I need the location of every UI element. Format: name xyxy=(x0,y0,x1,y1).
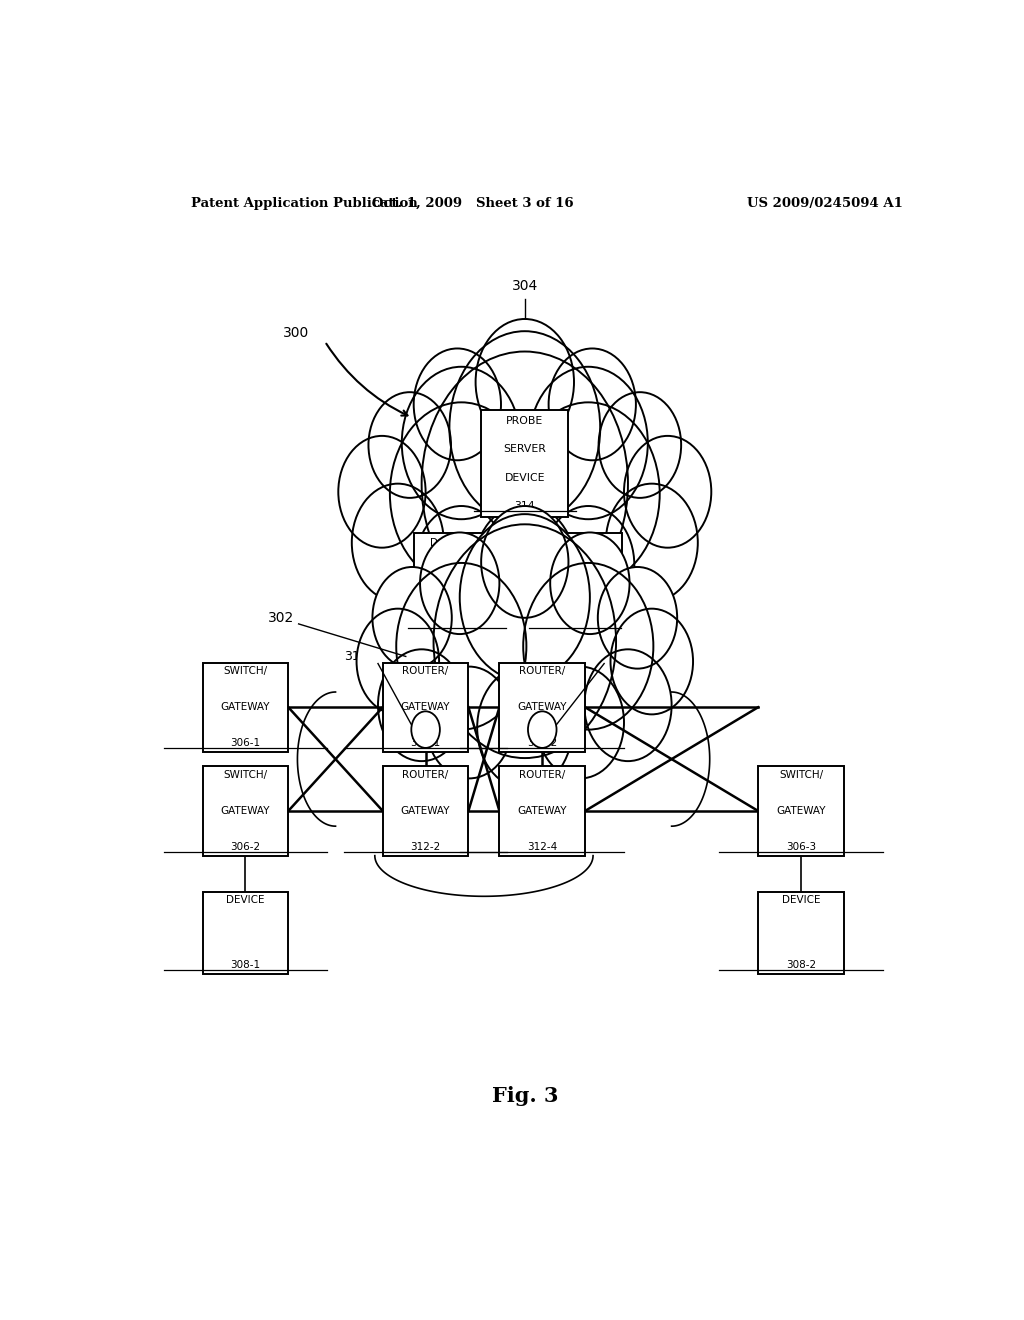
Circle shape xyxy=(433,524,616,758)
Text: 312-2: 312-2 xyxy=(411,842,440,851)
Circle shape xyxy=(537,667,624,779)
Text: 306-3: 306-3 xyxy=(785,842,816,851)
Circle shape xyxy=(599,392,681,498)
Circle shape xyxy=(373,568,452,669)
Circle shape xyxy=(356,609,439,714)
Circle shape xyxy=(414,348,501,461)
Text: 312-1: 312-1 xyxy=(411,738,440,748)
Text: US 2009/0245094 A1: US 2009/0245094 A1 xyxy=(748,197,903,210)
Text: Patent Application Publication: Patent Application Publication xyxy=(191,197,418,210)
Text: 306-1: 306-1 xyxy=(230,738,260,748)
Circle shape xyxy=(401,367,521,519)
FancyBboxPatch shape xyxy=(383,663,468,752)
Circle shape xyxy=(528,711,557,748)
Text: 308-1: 308-1 xyxy=(230,961,260,970)
Text: 316: 316 xyxy=(447,618,467,628)
Circle shape xyxy=(624,436,712,548)
Text: SWITCH/: SWITCH/ xyxy=(223,667,267,676)
Text: ROUTER/: ROUTER/ xyxy=(519,667,565,676)
Circle shape xyxy=(610,609,693,714)
Circle shape xyxy=(396,562,526,730)
FancyBboxPatch shape xyxy=(414,533,501,634)
Text: SWITCH/: SWITCH/ xyxy=(223,770,267,780)
Text: Oct. 1, 2009   Sheet 3 of 16: Oct. 1, 2009 Sheet 3 of 16 xyxy=(373,197,574,210)
FancyBboxPatch shape xyxy=(758,766,844,855)
Text: SWITCH/: SWITCH/ xyxy=(779,770,823,780)
Text: 310-1: 310-1 xyxy=(344,649,380,663)
Text: GATEWAY: GATEWAY xyxy=(517,702,567,713)
Text: DEVICE: DEVICE xyxy=(438,591,476,602)
FancyBboxPatch shape xyxy=(203,766,289,855)
FancyBboxPatch shape xyxy=(500,663,585,752)
FancyBboxPatch shape xyxy=(500,766,585,855)
FancyBboxPatch shape xyxy=(203,892,289,974)
Text: OUTAGE: OUTAGE xyxy=(555,539,595,548)
FancyBboxPatch shape xyxy=(758,892,844,974)
Circle shape xyxy=(523,562,653,730)
Text: ROUTER/: ROUTER/ xyxy=(402,667,449,676)
Text: 306-2: 306-2 xyxy=(230,842,260,851)
Text: 302: 302 xyxy=(268,611,295,624)
Circle shape xyxy=(352,483,443,602)
Text: 304: 304 xyxy=(512,280,538,293)
Circle shape xyxy=(549,348,636,461)
Circle shape xyxy=(606,483,697,602)
Circle shape xyxy=(416,506,507,624)
Circle shape xyxy=(369,392,451,498)
Circle shape xyxy=(390,403,532,585)
Circle shape xyxy=(473,504,577,636)
Text: DEVICE: DEVICE xyxy=(781,895,820,906)
Text: 310-2: 310-2 xyxy=(602,649,638,663)
Circle shape xyxy=(585,649,672,762)
Text: SERVER: SERVER xyxy=(504,444,546,454)
Text: DEVICE: DEVICE xyxy=(226,895,264,906)
Circle shape xyxy=(550,532,630,634)
Text: 312-2: 312-2 xyxy=(527,738,557,748)
Text: SERVER: SERVER xyxy=(437,565,477,576)
Text: GATEWAY: GATEWAY xyxy=(221,807,270,816)
Text: 318: 318 xyxy=(565,618,584,628)
Text: ROUTER/: ROUTER/ xyxy=(402,770,449,780)
Text: GATEWAY: GATEWAY xyxy=(221,702,270,713)
Circle shape xyxy=(460,515,590,681)
Circle shape xyxy=(598,568,677,669)
Text: 308-2: 308-2 xyxy=(785,961,816,970)
Text: 300: 300 xyxy=(283,326,309,341)
Text: SERVER: SERVER xyxy=(556,578,594,589)
Circle shape xyxy=(517,403,659,585)
Circle shape xyxy=(481,506,568,618)
Circle shape xyxy=(475,319,574,445)
Circle shape xyxy=(450,331,600,524)
Circle shape xyxy=(378,649,465,762)
Text: GATEWAY: GATEWAY xyxy=(776,807,825,816)
Circle shape xyxy=(420,532,500,634)
Text: DEVICE: DEVICE xyxy=(557,598,593,609)
FancyBboxPatch shape xyxy=(481,411,568,516)
Text: ROUTER/: ROUTER/ xyxy=(519,770,565,780)
Circle shape xyxy=(426,667,513,779)
Circle shape xyxy=(528,367,648,519)
FancyBboxPatch shape xyxy=(203,663,289,752)
Text: ANALYSIS: ANALYSIS xyxy=(552,558,598,569)
Circle shape xyxy=(412,711,440,748)
Circle shape xyxy=(543,506,634,624)
Text: GATEWAY: GATEWAY xyxy=(400,702,451,713)
Text: Fig. 3: Fig. 3 xyxy=(492,1085,558,1106)
Text: GATEWAY: GATEWAY xyxy=(400,807,451,816)
Circle shape xyxy=(477,667,572,788)
Circle shape xyxy=(338,436,426,548)
Text: PROBE: PROBE xyxy=(506,416,544,425)
Text: DEVICE: DEVICE xyxy=(505,473,545,483)
FancyBboxPatch shape xyxy=(528,533,622,634)
Text: 312-4: 312-4 xyxy=(527,842,557,851)
Text: DATABASE: DATABASE xyxy=(430,539,484,548)
FancyBboxPatch shape xyxy=(383,766,468,855)
Text: GATEWAY: GATEWAY xyxy=(517,807,567,816)
Text: 314: 314 xyxy=(514,502,536,511)
Circle shape xyxy=(422,351,628,615)
